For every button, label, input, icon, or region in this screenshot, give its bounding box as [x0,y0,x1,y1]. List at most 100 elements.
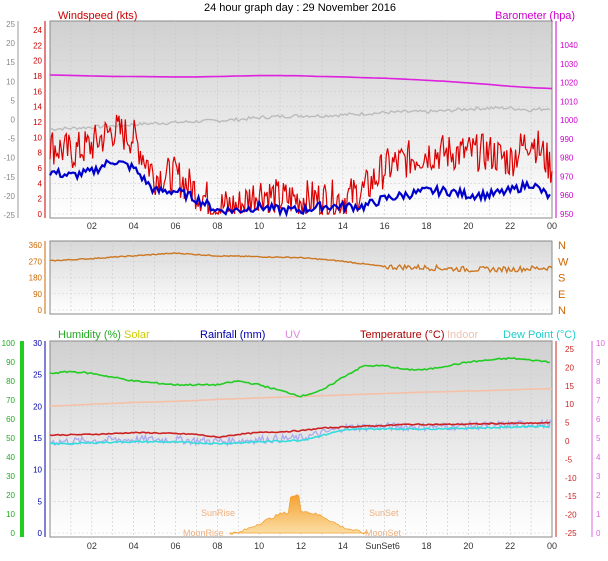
compass-label: N [558,240,566,252]
moonset-label: MoonSet [365,528,402,538]
temp-axis-tick: 0 [565,437,570,446]
baro-axis-tick: 1030 [560,60,578,69]
wind-axis-tick: 0 [38,210,43,219]
uv-axis-tick: 7 [596,396,601,405]
baro-axis-tick: 960 [560,191,574,200]
temp-axis-tick: -15 [565,492,577,501]
x-tick-label: 06 [170,221,180,231]
dewpoint-label: Dew Point (°C) [503,329,576,341]
wind-axis-tick: 8 [38,149,43,158]
uv-axis-tick: 6 [596,415,601,424]
temp-axis-tick: 20 [565,363,574,372]
wind-axis-tick: 14 [33,103,42,112]
humidity-axis-tick: 90 [6,358,15,367]
baro-axis-tick: 1020 [560,79,578,88]
series-windspeed [49,114,553,216]
uv-axis-tick: 2 [596,491,601,500]
temp-axis-tick: 0 [11,116,16,125]
temp-axis-tick: 15 [6,58,15,67]
rain-axis-tick: 0 [38,529,43,538]
x-tick-label: 22 [505,221,515,231]
temp-axis-tick: -10 [565,474,577,483]
compass-label: W [558,256,569,268]
series-temperature [49,421,551,439]
humidity-label: Humidity (%) [58,329,121,341]
baro-axis-tick: 1000 [560,116,578,125]
temp-axis-tick: -25 [3,211,15,220]
humidity-axis-tick: 10 [6,510,15,519]
temp-axis-tick: 25 [6,20,15,29]
series-barometer [49,74,553,90]
dir-axis-tick: 0 [38,306,43,315]
x-tick-label: 18 [421,541,431,551]
compass-label: E [558,289,565,301]
series-wind-direction [49,252,553,275]
sunrise-label: SunRise [201,508,235,518]
baro-axis-tick: 970 [560,172,574,181]
humidity-axis-tick: 40 [6,453,15,462]
wind-axis-tick: 20 [33,57,42,66]
x-tick-label: 02 [87,221,97,231]
temp-axis-tick: 15 [565,382,574,391]
uv-axis-tick: 9 [596,358,601,367]
baro-axis-tick: 990 [560,135,574,144]
humidity-axis-tick: 50 [6,434,15,443]
x-tick-label: 12 [296,221,306,231]
temp-axis-tick: 5 [11,96,16,105]
x-tick-label: 04 [129,541,139,551]
x-tick-label: 10 [254,221,264,231]
series-wind-average [49,158,551,218]
sunset-label: SunSet [369,508,399,518]
uv-axis-tick: 4 [596,453,601,462]
humidity-axis-tick: 70 [6,396,15,405]
wind-axis-tick: 18 [33,72,42,81]
humidity-axis-tick: 80 [6,377,15,386]
indoor-label: Indoor [447,329,479,341]
baro-axis-tick: 1010 [560,97,578,106]
wind-axis-tick: 24 [33,26,42,35]
wind-axis-tick: 4 [38,179,43,188]
compass-label: N [558,305,566,317]
uv-axis-tick: 8 [596,377,601,386]
rain-axis-tick: 30 [33,339,42,348]
wind-axis-tick: 16 [33,87,42,96]
uv-axis-tick: 10 [596,339,605,348]
x-tick-label: 04 [129,221,139,231]
chart-title: 24 hour graph day : 29 November 2016 [204,2,396,14]
series-layer [49,74,553,535]
rain-axis-tick: 25 [33,371,42,380]
rain-axis-tick: 20 [33,402,42,411]
temp-axis-tick: 20 [6,39,15,48]
wind-axis-tick: 10 [33,133,42,142]
dir-axis-tick: 90 [33,290,42,299]
x-tick-label: 00 [547,221,557,231]
x-tick-label: 08 [212,221,222,231]
wind-axis-tick: 22 [33,41,42,50]
humidity-axis-tick: 100 [2,339,16,348]
wind-axis-tick: 12 [33,118,42,127]
rainfall-label: Rainfall (mm) [200,329,265,341]
x-tick-label: 16 [380,221,390,231]
wind-axis-tick: 2 [38,195,43,204]
x-tick-sunset: SunSet6 [365,541,400,551]
windspeed-label: Windspeed (kts) [58,10,137,22]
temp-axis-tick: -10 [3,154,15,163]
uv-label: UV [285,329,301,341]
x-tick-label: 02 [87,541,97,551]
x-tick-label: 06 [170,541,180,551]
temp-axis-tick: -5 [565,455,573,464]
uv-axis-tick: 3 [596,472,601,481]
temp-axis-tick: -25 [565,529,577,538]
x-tick-label: 18 [421,221,431,231]
temp-axis-tick: -5 [8,135,16,144]
baro-axis-tick: 950 [560,210,574,219]
x-tick-label: 08 [212,541,222,551]
moonrise-label: MoonRise [183,528,224,538]
solar-label: Solar [124,329,150,341]
x-tick-label: 10 [254,541,264,551]
barometer-label: Barometer (hpa) [495,10,575,22]
x-tick-label: 00 [547,541,557,551]
rain-axis-tick: 10 [33,466,42,475]
